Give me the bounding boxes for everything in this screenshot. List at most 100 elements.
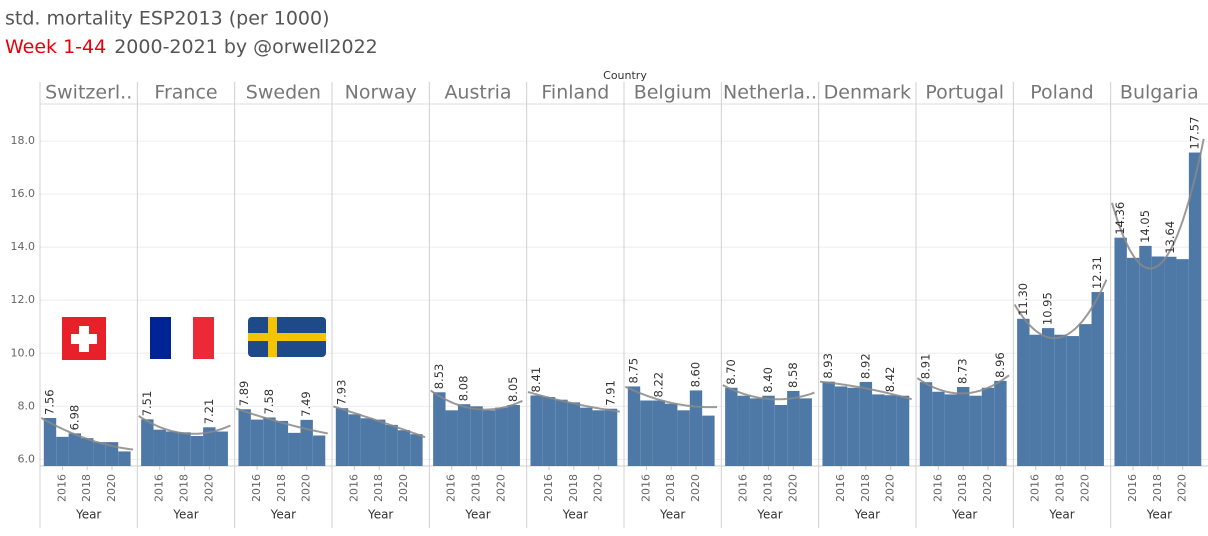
bar xyxy=(1176,259,1189,466)
bar xyxy=(994,380,1007,466)
bar xyxy=(1054,334,1067,466)
trend-line xyxy=(138,415,231,435)
bar xyxy=(1041,328,1055,466)
bar xyxy=(665,403,678,466)
bar xyxy=(592,410,605,466)
chart-title: std. mortality ESP2013 (per 1000) xyxy=(5,8,330,30)
bar xyxy=(1139,245,1152,466)
x-tick-label: 2020 xyxy=(592,474,605,502)
bar xyxy=(238,409,251,466)
bar xyxy=(385,424,398,466)
bar xyxy=(640,400,653,466)
trend-line xyxy=(916,374,1010,395)
bar xyxy=(1126,257,1140,466)
x-tick-label: 2018 xyxy=(664,474,677,502)
bar xyxy=(141,419,154,466)
value-label: 8.53 xyxy=(432,364,446,390)
trend-line xyxy=(1013,279,1108,340)
bar xyxy=(397,430,411,466)
x-tick-label: 2020 xyxy=(689,474,702,502)
bar xyxy=(627,386,641,466)
panel-header: Norway xyxy=(345,82,417,104)
value-label: 8.60 xyxy=(689,362,703,388)
bar xyxy=(105,442,119,466)
bar xyxy=(288,432,301,466)
subtitle-text: 2000-2021 by @orwell2022 xyxy=(114,36,378,58)
x-axis-label: Year xyxy=(464,508,490,522)
value-label: 8.40 xyxy=(761,367,775,393)
x-tick-label: 2016 xyxy=(445,474,458,502)
x-tick-label: 2018 xyxy=(567,474,580,502)
bar xyxy=(847,387,860,466)
x-axis-label: Year xyxy=(562,508,588,522)
value-label: 8.08 xyxy=(457,376,471,402)
bar xyxy=(360,418,373,466)
bar xyxy=(165,431,179,466)
x-tick-label: 2016 xyxy=(834,474,847,502)
bar xyxy=(215,431,228,466)
bar xyxy=(652,400,665,466)
bar xyxy=(834,386,848,466)
bar xyxy=(957,386,970,466)
bar xyxy=(1079,324,1092,466)
value-label: 7.49 xyxy=(299,391,313,417)
x-axis-label: Year xyxy=(75,508,101,522)
bar xyxy=(1188,152,1202,467)
bar xyxy=(787,390,800,466)
x-axis-label: Year xyxy=(367,508,393,522)
value-label: 8.42 xyxy=(883,367,897,393)
bar xyxy=(604,408,618,466)
x-tick-label: 2016 xyxy=(737,474,750,502)
x-axis-label: Year xyxy=(172,508,198,522)
value-label: 7.51 xyxy=(140,391,154,417)
x-tick-label: 2016 xyxy=(542,474,555,502)
bar xyxy=(495,407,508,466)
trend-line xyxy=(527,391,620,413)
value-label: 8.70 xyxy=(724,359,738,385)
bar xyxy=(859,381,873,466)
bar xyxy=(872,394,885,466)
bar xyxy=(981,387,995,466)
x-axis-label: Year xyxy=(756,508,782,522)
x-tick-label: 2018 xyxy=(762,474,775,502)
subtitle-highlight: Week 1-44 xyxy=(5,36,106,58)
panel-header: Denmark xyxy=(824,82,911,104)
x-tick-label: 2020 xyxy=(202,474,215,502)
bar xyxy=(93,442,106,466)
trend-line xyxy=(1111,138,1205,270)
value-label: 10.95 xyxy=(1041,292,1055,325)
value-label: 7.58 xyxy=(262,389,276,415)
x-tick-label: 2020 xyxy=(1176,474,1189,502)
bar xyxy=(774,405,788,466)
value-label: 8.93 xyxy=(821,353,835,379)
x-tick-label: 2018 xyxy=(1054,474,1067,502)
panel-header: Belgium xyxy=(634,82,712,104)
bar xyxy=(737,395,750,466)
x-tick-label: 2018 xyxy=(470,474,483,502)
value-label: 7.89 xyxy=(237,381,251,407)
bar xyxy=(263,417,276,466)
panel-header: Finland xyxy=(541,82,609,104)
value-label: 7.93 xyxy=(335,380,349,406)
bar xyxy=(702,415,715,466)
x-axis-label: Year xyxy=(1146,508,1172,522)
x-axis-label: Year xyxy=(270,508,296,522)
x-tick-label: 2018 xyxy=(275,474,288,502)
bar xyxy=(1017,318,1030,466)
bar xyxy=(896,395,910,466)
trend-line xyxy=(333,405,426,439)
bar xyxy=(373,419,386,466)
y-tick-label: 6.0 xyxy=(18,452,36,465)
x-tick-label: 2018 xyxy=(1151,474,1164,502)
x-axis-label: Year xyxy=(951,508,977,522)
x-axis-label: Year xyxy=(854,508,880,522)
x-tick-label: 2020 xyxy=(300,474,313,502)
x-tick-label: 2018 xyxy=(80,474,93,502)
x-tick-label: 2020 xyxy=(786,474,799,502)
bar xyxy=(1029,334,1042,466)
value-label: 8.96 xyxy=(993,352,1007,378)
bar xyxy=(445,410,458,466)
bar xyxy=(153,429,166,466)
value-label: 12.31 xyxy=(1090,256,1104,289)
value-label: 13.64 xyxy=(1163,221,1177,254)
